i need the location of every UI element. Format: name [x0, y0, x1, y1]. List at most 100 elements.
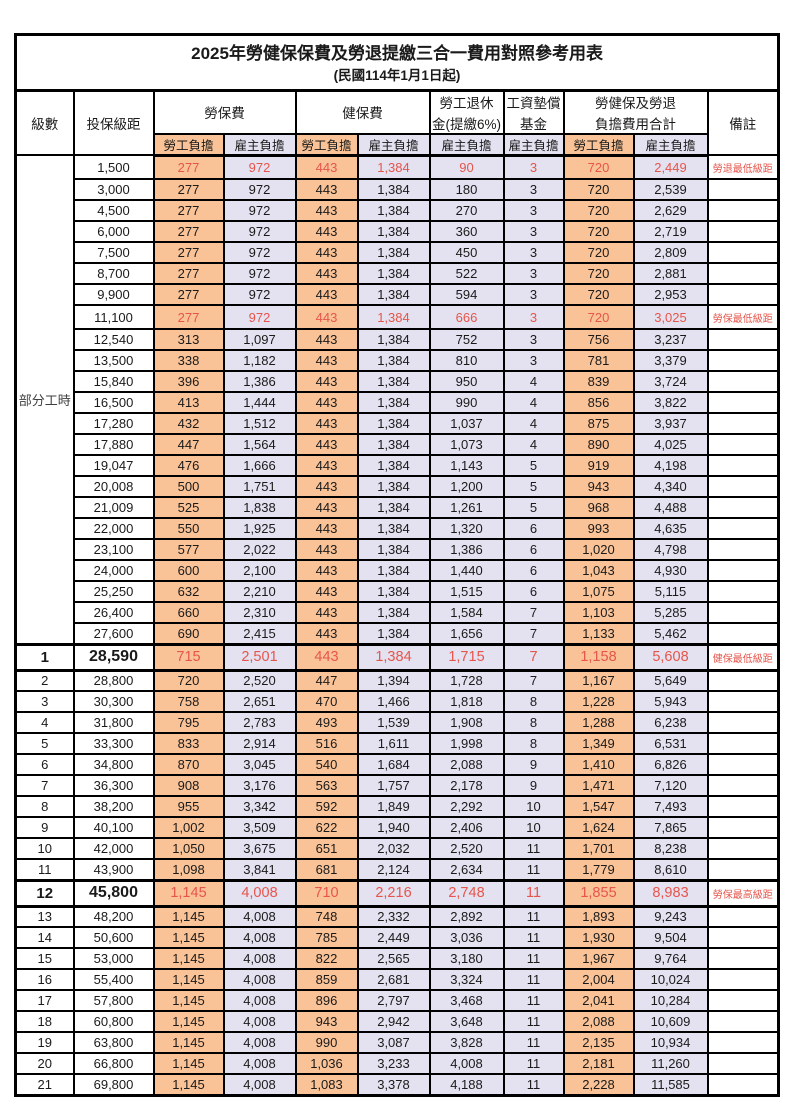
cell-health-employee: 443: [294, 178, 359, 201]
cell-labor-employer: 2,520: [222, 669, 297, 692]
cell-total-employer: 2,881: [632, 262, 709, 285]
cell-pension-employer: 3,324: [428, 968, 505, 991]
cell-arrears-employer: 11: [502, 926, 565, 949]
cell-total-employer: 2,809: [632, 241, 709, 264]
table-row: 21 69,800 1,145 4,008 1,083 3,378 4,188 11 2,228…: [14, 1073, 780, 1096]
cell-health-employer: 1,384: [356, 304, 431, 330]
cell-total-employee: 875: [562, 412, 635, 435]
cell-remark: [706, 926, 780, 949]
table-row: 7,500 277 972 443 1,384 450 3 720 2,809: [16, 241, 780, 264]
col-header-labor-insurance: 勞保費: [152, 89, 297, 135]
cell-arrears-employer: 7: [502, 669, 565, 692]
cell-labor-employer: 1,512: [222, 412, 297, 435]
cell-labor-employer: 3,509: [222, 816, 297, 839]
cell-total-employee: 1,075: [562, 580, 635, 603]
table-row: 18 60,800 1,145 4,008 943 2,942 3,648 11 2,088 10…: [14, 1010, 780, 1033]
cell-health-employer: 2,332: [356, 905, 431, 928]
cell-pension-employer: 666: [428, 304, 505, 330]
cell-remark: [706, 989, 780, 1012]
cell-remark: [706, 858, 780, 881]
cell-pension-employer: 270: [428, 199, 505, 222]
cell-remark: 健保最低級距: [706, 642, 780, 672]
col-header-pension-line1: 勞工退休: [428, 89, 505, 113]
cell-total-employee: 1,158: [562, 642, 635, 672]
cell-total-employer: 10,024: [632, 968, 709, 991]
cell-total-employee: 2,181: [562, 1052, 635, 1075]
cell-remark: [706, 690, 780, 713]
cell-pension-employer: 2,088: [428, 753, 505, 776]
cell-level: 20: [14, 1052, 75, 1075]
cell-arrears-employer: 11: [502, 947, 565, 970]
cell-arrears-employer: 11: [502, 1052, 565, 1075]
cell-arrears-employer: 10: [502, 795, 565, 818]
cell-total-employee: 1,779: [562, 858, 635, 881]
cell-labor-employer: 4,008: [222, 947, 297, 970]
cell-labor-employee: 715: [152, 642, 225, 672]
cell-labor-employee: 1,145: [152, 926, 225, 949]
cell-arrears-employer: 11: [502, 1010, 565, 1033]
cell-total-employer: 4,198: [632, 454, 709, 477]
cell-arrears-employer: 3: [502, 349, 565, 372]
cell-labor-employee: 1,145: [152, 947, 225, 970]
cell-health-employee: 443: [294, 220, 359, 243]
cell-total-employer: 9,504: [632, 926, 709, 949]
cell-health-employer: 1,384: [356, 178, 431, 201]
cell-arrears-employer: 11: [502, 837, 565, 860]
table-row: 12 45,800 1,145 4,008 710 2,216 2,748 11 1,855 8,…: [14, 878, 780, 908]
cell-health-employer: 2,216: [356, 878, 431, 908]
cell-total-employee: 856: [562, 391, 635, 414]
cell-health-employee: 651: [294, 837, 359, 860]
cell-pension-employer: 180: [428, 178, 505, 201]
cell-health-employer: 1,384: [356, 328, 431, 351]
table-row: 26,400 660 2,310 443 1,384 1,584 7 1,103 5,285: [16, 601, 780, 624]
table-body: 部分工時 1,500 277 972 443 1,384 90 3 720 2,449 勞退最低級距…: [14, 154, 780, 1096]
cell-bracket: 45,800: [72, 878, 155, 908]
cell-labor-employee: 277: [152, 283, 225, 306]
cell-total-employer: 3,379: [632, 349, 709, 372]
cell-total-employer: 6,826: [632, 753, 709, 776]
page-title: 2025年勞健保保費及勞退提繳三合一費用對照參考用表: [191, 44, 603, 64]
subheader-total-employer: 雇主負擔: [632, 132, 709, 157]
cell-health-employer: 1,384: [356, 559, 431, 582]
cell-total-employee: 720: [562, 304, 635, 330]
cell-total-employee: 1,103: [562, 601, 635, 624]
table-row: 10 42,000 1,050 3,675 651 2,032 2,520 11 1,701 8,…: [14, 837, 780, 860]
cell-health-employee: 516: [294, 732, 359, 755]
cell-arrears-employer: 8: [502, 732, 565, 755]
cell-pension-employer: 1,728: [428, 669, 505, 692]
table-row: 17,880 447 1,564 443 1,384 1,073 4 890 4,025: [16, 433, 780, 456]
cell-health-employee: 443: [294, 412, 359, 435]
cell-arrears-employer: 3: [502, 178, 565, 201]
table-row: 24,000 600 2,100 443 1,384 1,440 6 1,043 4,930: [16, 559, 780, 582]
cell-remark: [706, 732, 780, 755]
subheader-arrears-employer: 雇主負擔: [502, 132, 565, 157]
cell-health-employer: 2,942: [356, 1010, 431, 1033]
cell-arrears-employer: 7: [502, 622, 565, 645]
cell-level: 16: [14, 968, 75, 991]
cell-bracket: 15,840: [72, 370, 155, 393]
table-row: 17,280 432 1,512 443 1,384 1,037 4 875 3,937: [16, 412, 780, 435]
cell-health-employee: 943: [294, 1010, 359, 1033]
cell-arrears-employer: 6: [502, 559, 565, 582]
cell-labor-employer: 3,176: [222, 774, 297, 797]
cell-total-employee: 1,701: [562, 837, 635, 860]
cell-total-employer: 4,488: [632, 496, 709, 519]
table-row: 5 33,300 833 2,914 516 1,611 1,998 8 1,349 6,531: [14, 732, 780, 755]
cell-health-employer: 1,384: [356, 412, 431, 435]
cell-total-employee: 720: [562, 199, 635, 222]
cell-health-employee: 443: [294, 304, 359, 330]
cell-pension-employer: 2,748: [428, 878, 505, 908]
cell-labor-employer: 972: [222, 178, 297, 201]
subheader-health-employee: 勞工負擔: [294, 132, 359, 157]
subheader-pension-employer: 雇主負擔: [428, 132, 505, 157]
cell-health-employer: 1,611: [356, 732, 431, 755]
subheader-labor-employer: 雇主負擔: [222, 132, 297, 157]
cell-bracket: 13,500: [72, 349, 155, 372]
cell-health-employer: 2,565: [356, 947, 431, 970]
cell-bracket: 31,800: [72, 711, 155, 734]
cell-arrears-employer: 3: [502, 283, 565, 306]
cell-labor-employer: 4,008: [222, 968, 297, 991]
cell-bracket: 33,300: [72, 732, 155, 755]
table-row: 4,500 277 972 443 1,384 270 3 720 2,629: [16, 199, 780, 222]
cell-bracket: 34,800: [72, 753, 155, 776]
